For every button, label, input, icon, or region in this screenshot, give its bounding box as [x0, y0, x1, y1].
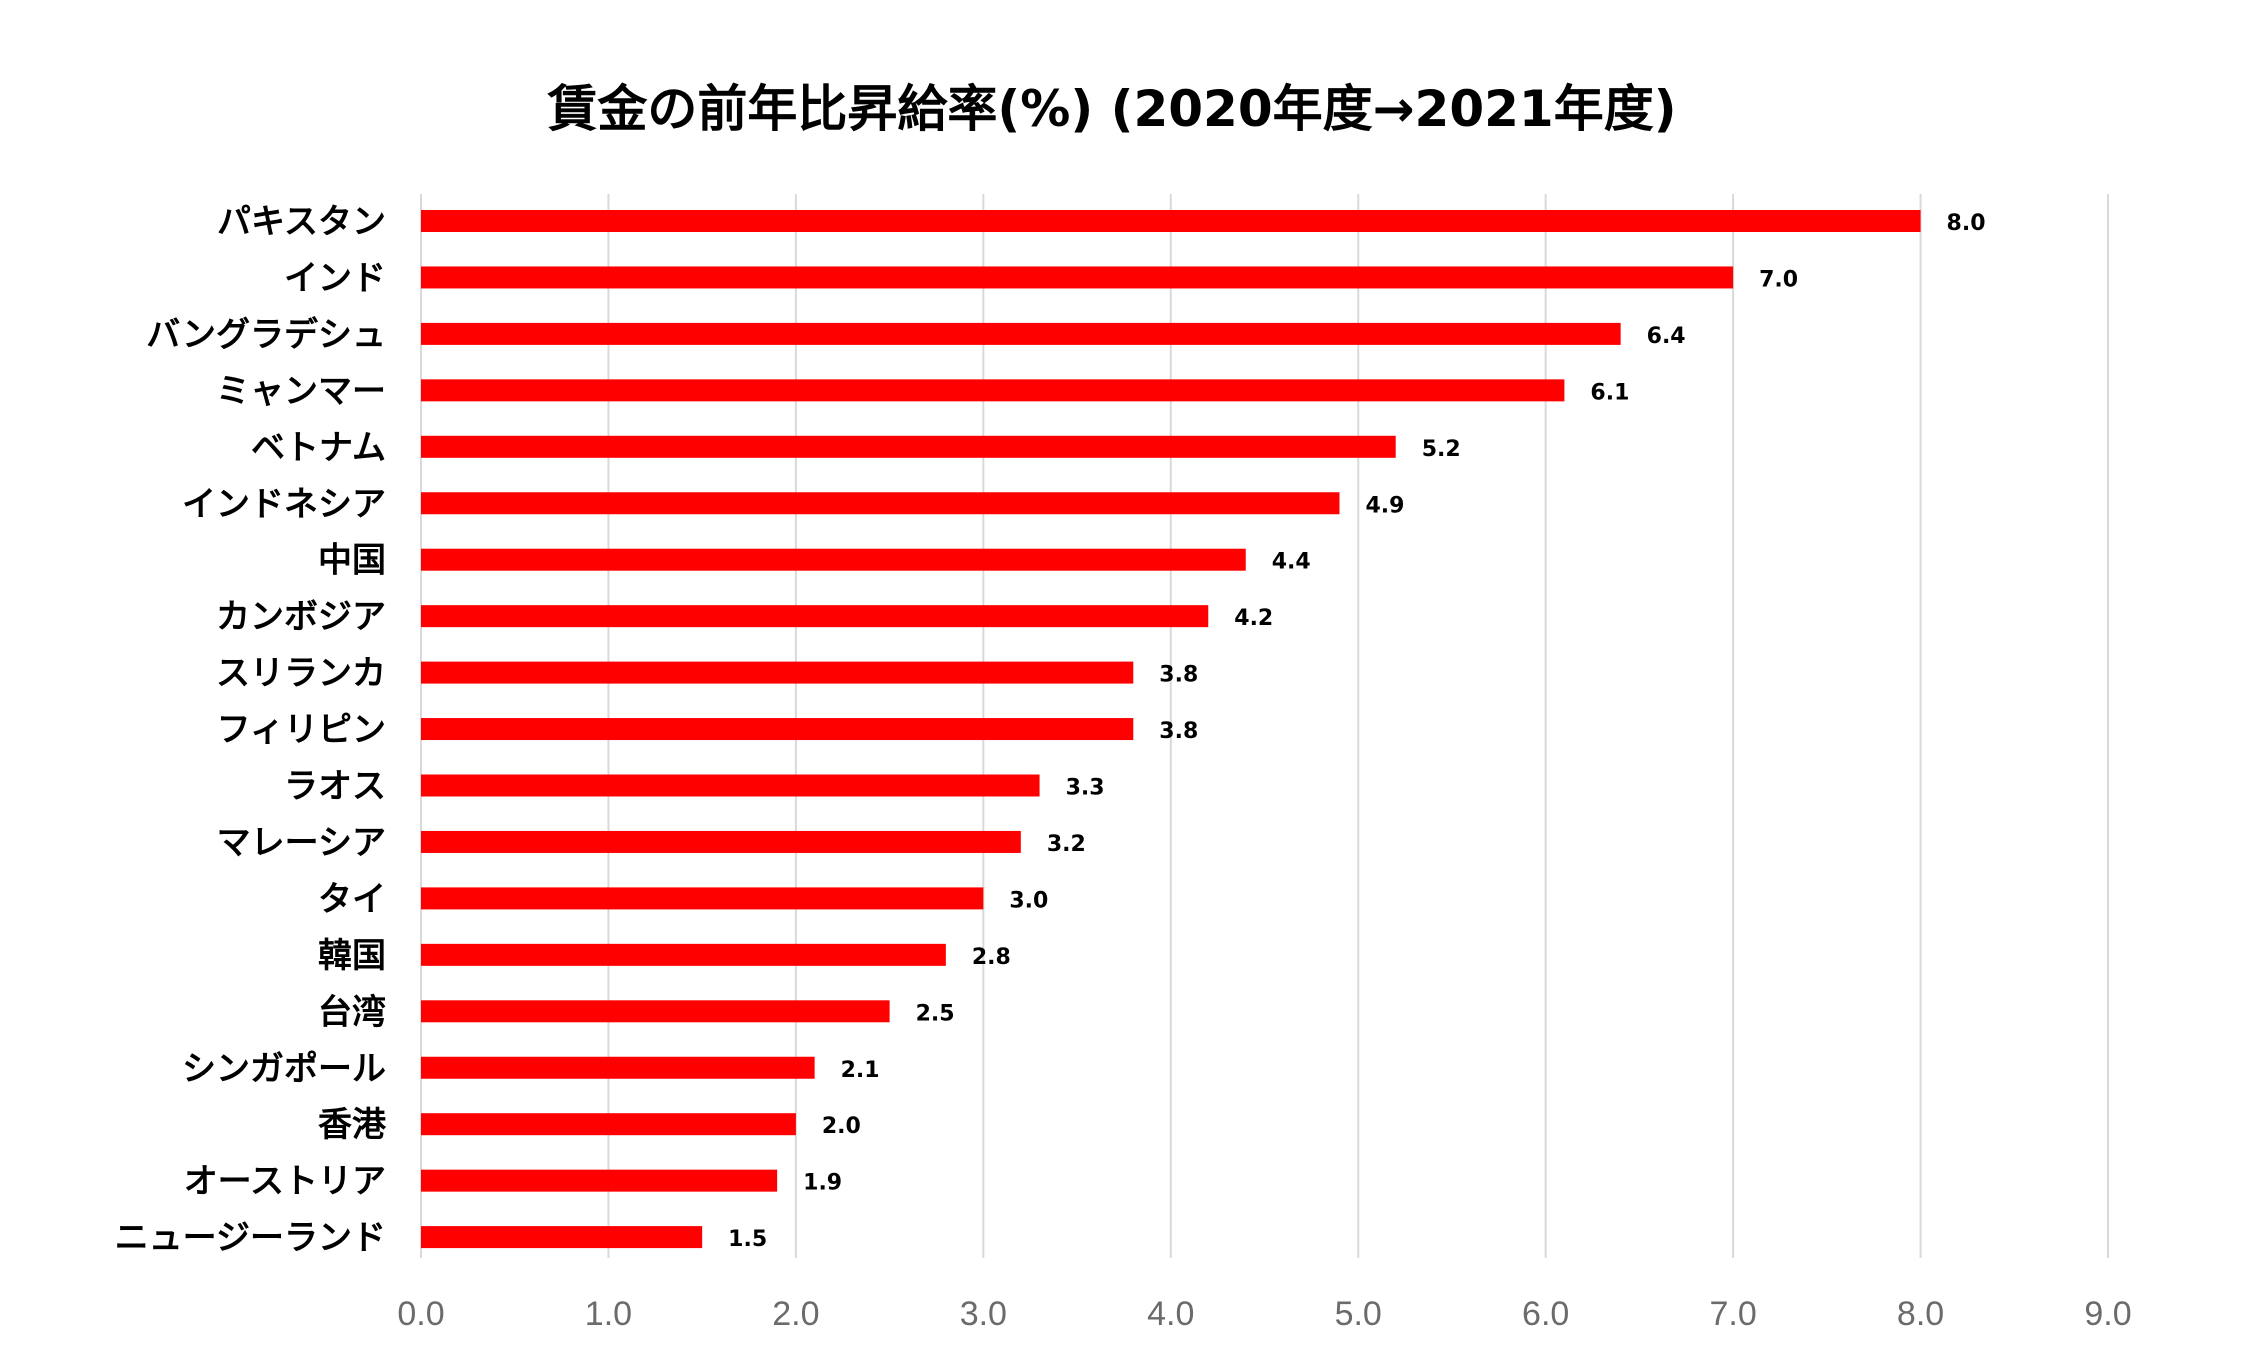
- bar: [421, 322, 1621, 345]
- bar: [421, 887, 984, 910]
- data-label: 1.5: [728, 1227, 767, 1252]
- bar: [421, 774, 1040, 797]
- value-labels: 8.0 7.0 6.4 6.1 5.2 4.9 4.4 4.2 3.8 3.8 3.3 3.2 3.0 2…: [728, 211, 1985, 1252]
- bar: [421, 548, 1246, 571]
- bar: [421, 266, 1734, 289]
- bar: [421, 1113, 796, 1136]
- x-tick-label: 2.0: [772, 1295, 819, 1333]
- category-label: ニュージーランド: [115, 1218, 386, 1258]
- data-label: 3.3: [1066, 776, 1105, 801]
- data-label: 3.0: [1009, 888, 1048, 913]
- data-label: 6.4: [1647, 324, 1686, 349]
- category-label: シンガポール: [182, 1049, 386, 1089]
- category-label: ベトナム: [251, 428, 386, 468]
- category-label: パキスタン: [217, 202, 386, 242]
- x-tick-label: 4.0: [1147, 1295, 1194, 1333]
- data-label: 8.0: [1947, 211, 1986, 236]
- category-label: 香港: [318, 1105, 387, 1145]
- data-label: 2.0: [822, 1114, 861, 1139]
- data-label: 7.0: [1759, 267, 1798, 292]
- chart-title: 賃金の前年比昇給率(%) (2020年度→2021年度): [546, 80, 1676, 138]
- bar: [421, 830, 1021, 853]
- category-label: タイ: [318, 879, 386, 919]
- category-label: ラオス: [284, 767, 386, 807]
- data-label: 2.5: [916, 1001, 955, 1026]
- data-label: 2.1: [841, 1058, 880, 1083]
- x-tick-label: 3.0: [960, 1295, 1007, 1333]
- category-label: 台湾: [318, 992, 386, 1032]
- bar: [421, 435, 1396, 458]
- bar: [421, 1056, 815, 1079]
- x-tick-label: 8.0: [1897, 1295, 1944, 1333]
- data-label: 3.2: [1047, 832, 1086, 857]
- x-tick-label: 7.0: [1709, 1295, 1756, 1333]
- x-tick-label: 9.0: [2084, 1295, 2131, 1333]
- x-tick-label: 1.0: [585, 1295, 632, 1333]
- data-label: 2.8: [972, 945, 1011, 970]
- bar: [421, 605, 1209, 628]
- category-label: 中国: [318, 541, 386, 581]
- category-label: カンボジア: [216, 597, 386, 637]
- bar: [421, 1169, 778, 1192]
- category-label: 韓国: [318, 936, 386, 976]
- x-tick-label: 0.0: [397, 1295, 444, 1333]
- category-labels: パキスタンインドバングラデシュミャンマーベトナムインドネシア中国カンボジアスリラ…: [115, 202, 387, 1258]
- bar: [421, 492, 1340, 515]
- x-tick-label: 5.0: [1335, 1295, 1382, 1333]
- bar: [421, 943, 946, 966]
- data-label: 6.1: [1590, 380, 1629, 405]
- data-label: 4.4: [1272, 550, 1311, 575]
- data-label: 3.8: [1159, 663, 1198, 688]
- bar: [421, 661, 1134, 684]
- category-label: オーストリア: [184, 1162, 386, 1202]
- data-label: 5.2: [1422, 437, 1461, 462]
- category-label: フィリピン: [217, 710, 386, 750]
- category-label: インド: [284, 258, 386, 298]
- data-label: 1.9: [803, 1171, 842, 1196]
- category-label: スリランカ: [216, 654, 386, 694]
- bar: [421, 1226, 703, 1249]
- category-label: バングラデシュ: [146, 315, 386, 355]
- data-label: 3.8: [1159, 719, 1198, 744]
- bars: [421, 210, 1921, 1249]
- data-label: 4.9: [1365, 493, 1404, 518]
- bar: [421, 379, 1565, 402]
- bar: [421, 1000, 890, 1023]
- x-tick-label: 6.0: [1522, 1295, 1569, 1333]
- category-label: インドネシア: [182, 484, 386, 524]
- category-label: ミャンマー: [216, 371, 386, 411]
- category-label: マレーシア: [217, 823, 386, 863]
- bar: [421, 718, 1134, 741]
- x-axis-tick-labels: 0.0 1.0 2.0 3.0 4.0 5.0 6.0 7.0 8.0 9.0: [397, 1295, 2131, 1333]
- bar: [421, 210, 1921, 232]
- data-label: 4.2: [1234, 606, 1273, 631]
- gridlines: [420, 194, 2109, 1258]
